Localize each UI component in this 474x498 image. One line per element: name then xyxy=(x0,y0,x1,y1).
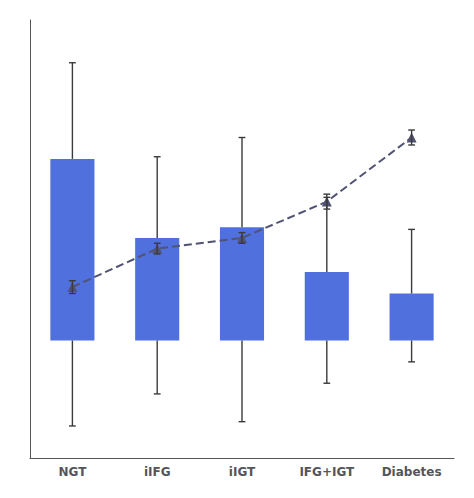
svg-text:IFG+IGT: IFG+IGT xyxy=(299,465,355,479)
svg-text:NGT: NGT xyxy=(58,465,87,479)
svg-text:iIGT: iIGT xyxy=(229,465,256,479)
svg-text:iIFG: iIFG xyxy=(144,465,171,479)
svg-text:Diabetes: Diabetes xyxy=(382,465,442,479)
